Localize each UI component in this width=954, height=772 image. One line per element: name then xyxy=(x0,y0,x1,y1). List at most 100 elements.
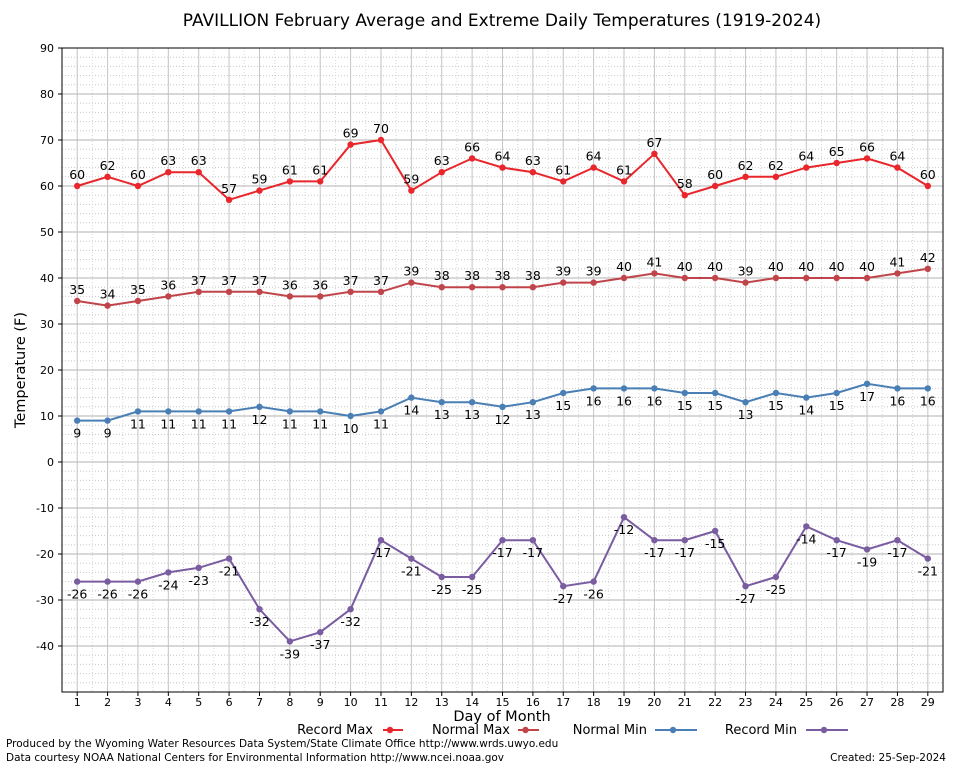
data-label: 9 xyxy=(104,426,112,441)
data-label: 13 xyxy=(738,407,754,422)
data-point xyxy=(408,394,415,401)
data-label: 11 xyxy=(373,416,389,431)
data-label: -37 xyxy=(310,637,330,652)
data-label: 11 xyxy=(160,416,176,431)
data-label: -26 xyxy=(128,587,148,602)
data-point xyxy=(711,389,719,397)
data-point xyxy=(560,279,567,286)
data-point xyxy=(165,569,172,576)
data-label: 63 xyxy=(434,153,450,168)
data-point xyxy=(438,399,445,406)
data-label: 35 xyxy=(130,282,146,297)
data-label: 66 xyxy=(859,139,875,154)
data-point xyxy=(590,279,597,286)
data-point xyxy=(73,578,81,585)
data-label: 37 xyxy=(373,273,389,288)
y-tick-label: 20 xyxy=(40,364,54,377)
data-label: 11 xyxy=(191,416,207,431)
data-point xyxy=(863,546,871,553)
data-label: 40 xyxy=(707,259,723,274)
x-tick-label: 11 xyxy=(374,696,388,709)
data-label: 38 xyxy=(525,268,541,283)
x-tick-label: 17 xyxy=(556,696,570,709)
data-label: 61 xyxy=(282,162,298,177)
data-point xyxy=(772,274,780,282)
data-point xyxy=(468,155,476,162)
data-point xyxy=(742,279,749,286)
data-label: -17 xyxy=(887,545,907,560)
data-label: -17 xyxy=(675,545,695,560)
y-tick-label: -40 xyxy=(36,640,54,653)
data-label: 40 xyxy=(829,259,845,274)
data-label: 60 xyxy=(69,167,85,182)
x-tick-label: 25 xyxy=(799,696,813,709)
legend-label: Normal Max xyxy=(432,723,510,738)
legend-label: Record Min xyxy=(725,723,797,738)
x-tick-label: 28 xyxy=(890,696,904,709)
data-label: -19 xyxy=(857,554,877,569)
data-label: 34 xyxy=(100,287,116,302)
data-label: 60 xyxy=(920,167,936,182)
producer-credit: Produced by the Wyoming Water Resources … xyxy=(6,738,559,750)
data-point xyxy=(590,578,597,585)
data-label: 64 xyxy=(798,149,814,164)
data-label: 61 xyxy=(555,162,571,177)
data-point xyxy=(73,182,81,190)
data-label: 63 xyxy=(191,153,207,168)
data-point xyxy=(529,537,537,544)
data-label: 38 xyxy=(464,268,480,283)
data-point xyxy=(924,265,932,272)
data-point xyxy=(499,284,506,291)
data-point xyxy=(134,297,142,305)
data-label: 62 xyxy=(100,158,116,173)
data-label: -21 xyxy=(219,564,239,579)
data-label: 15 xyxy=(677,398,693,413)
data-label: 16 xyxy=(616,393,632,408)
data-label: 39 xyxy=(738,264,754,279)
x-tick-label: 26 xyxy=(830,696,844,709)
data-label: -26 xyxy=(97,587,117,602)
data-label: 60 xyxy=(707,167,723,182)
data-label: 11 xyxy=(312,416,328,431)
data-label: -25 xyxy=(766,582,786,597)
data-point xyxy=(742,399,749,406)
data-point xyxy=(438,169,445,176)
data-label: 13 xyxy=(464,407,480,422)
series-record-max: 60 62 60 63 63 57 59 61 61 69 70 59 63 66 64 63 61 64 61 67… xyxy=(69,121,936,203)
data-point xyxy=(711,274,719,282)
data-label: 38 xyxy=(495,268,511,283)
data-point xyxy=(286,408,294,415)
data-point xyxy=(377,136,385,144)
data-point xyxy=(681,192,688,199)
data-point xyxy=(468,573,476,581)
data-label: -17 xyxy=(371,545,391,560)
data-label: 67 xyxy=(646,135,662,150)
data-point xyxy=(711,527,719,535)
data-point xyxy=(681,537,688,544)
data-point xyxy=(377,537,385,544)
data-label: 12 xyxy=(252,412,268,427)
x-tick-label: 20 xyxy=(647,696,661,709)
x-tick-label: 16 xyxy=(526,696,540,709)
data-point xyxy=(104,578,111,585)
data-point xyxy=(256,288,263,295)
data-label: 69 xyxy=(343,126,359,141)
y-tick-label: 10 xyxy=(40,410,54,423)
data-label: 62 xyxy=(738,158,754,173)
data-point xyxy=(711,182,719,190)
data-point xyxy=(438,284,445,291)
data-point xyxy=(225,408,233,415)
data-point xyxy=(134,408,142,415)
data-point xyxy=(651,385,658,392)
data-label: 40 xyxy=(677,259,693,274)
data-point xyxy=(894,270,901,277)
data-label: 37 xyxy=(191,273,207,288)
data-point xyxy=(377,288,385,295)
data-point xyxy=(104,302,111,309)
data-point xyxy=(499,537,506,544)
data-label: 10 xyxy=(343,421,359,436)
data-point xyxy=(468,284,476,291)
x-tick-label: 4 xyxy=(165,696,172,709)
chart-title: PAVILLION February Average and Extreme D… xyxy=(183,11,821,31)
x-tick-label: 13 xyxy=(435,696,449,709)
